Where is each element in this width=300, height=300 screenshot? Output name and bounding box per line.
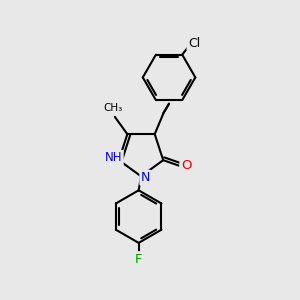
Text: Cl: Cl [188, 37, 200, 50]
Text: N: N [141, 171, 150, 184]
Text: CH₃: CH₃ [104, 103, 123, 113]
Text: O: O [181, 159, 191, 172]
Text: NH: NH [105, 151, 122, 164]
Text: F: F [135, 253, 142, 266]
